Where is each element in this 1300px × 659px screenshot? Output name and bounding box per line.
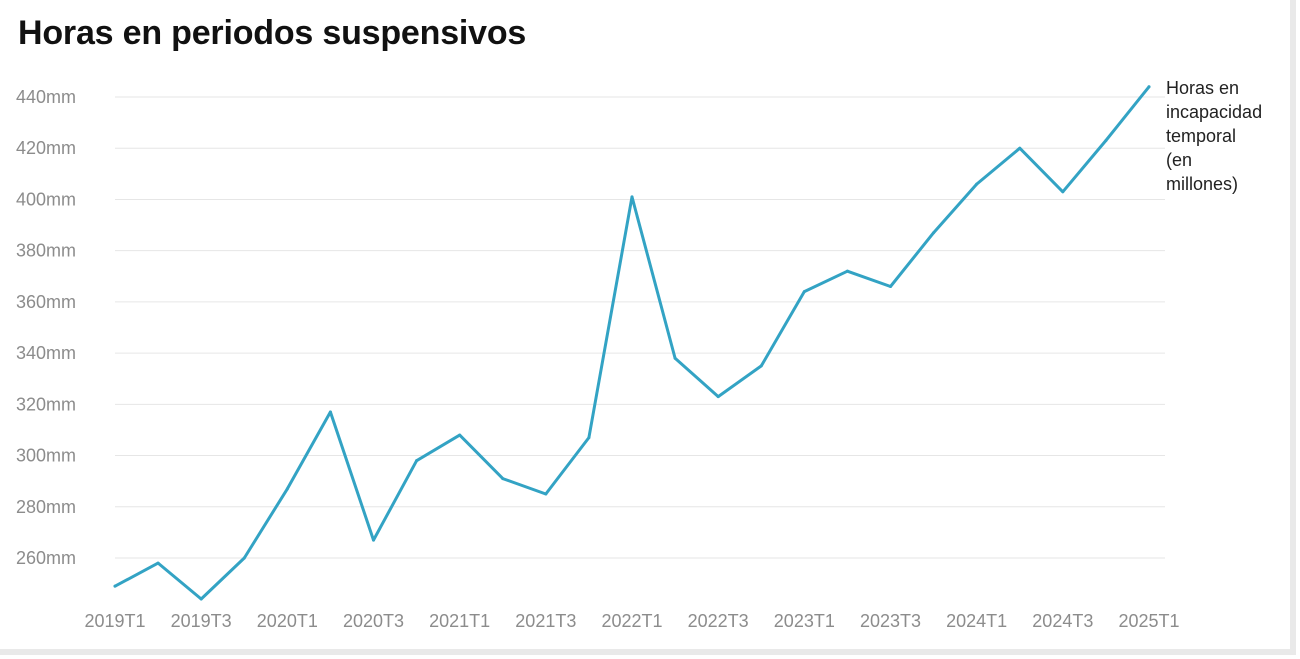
data-point [975,182,979,186]
series-label: Horas en incapacidad temporal (en millones) [1166,76,1286,196]
x-tick-label: 2019T1 [84,611,145,631]
series-label-line: Horas en [1166,78,1240,98]
series-label-line: incapacidad [1166,102,1263,122]
y-tick-label: 420mm [16,138,76,158]
data-point [156,561,160,565]
line-chart: 260mm 280mm 300mm 320mm 340mm 360mm 380mm 400mm… [16,85,1180,631]
data-point [1104,139,1108,143]
data-point [242,556,246,560]
x-tick-label: 2023T1 [774,611,835,631]
series-label-line: temporal [1166,126,1237,146]
series-label-line: millones) [1166,174,1239,194]
data-point [802,290,806,294]
data-point [889,285,892,289]
y-tick-label: 440mm [16,87,76,107]
data-point [1018,146,1022,150]
series-line [113,85,1151,601]
data-point [328,410,332,414]
x-tick-label: 2025T1 [1118,611,1179,631]
series-layer [113,85,1151,601]
x-tick-label: 2020T1 [257,611,318,631]
data-point [544,492,548,496]
y-tick-label: 320mm [16,394,76,414]
y-tick-label: 280mm [16,497,76,517]
x-tick-label: 2021T1 [429,611,490,631]
gridlines [115,96,1165,559]
data-point [673,356,677,360]
data-point [932,231,936,235]
y-tick-label: 360mm [16,292,76,312]
x-tick-label: 2021T3 [515,611,576,631]
data-point [845,269,849,273]
data-point [1147,85,1151,89]
x-tick-label: 2020T3 [343,611,404,631]
x-tick-label: 2019T3 [171,611,232,631]
data-point [458,433,462,437]
y-tick-label: 400mm [16,189,76,209]
data-point [501,477,505,481]
data-point [199,597,203,601]
x-axis-ticks: 2019T1 2019T3 2020T1 2020T3 2021T1 2021T3 2022… [84,611,1179,631]
x-tick-label: 2022T1 [601,611,662,631]
x-tick-label: 2024T1 [946,611,1007,631]
data-point [630,195,634,199]
x-tick-label: 2022T3 [688,611,749,631]
y-tick-label: 340mm [16,343,76,363]
data-point [113,584,117,588]
series-label-line: (en [1166,150,1193,170]
y-tick-label: 260mm [16,548,76,568]
data-point [372,538,375,542]
y-axis-ticks: 260mm 280mm 300mm 320mm 340mm 360mm 380mm 400mm… [16,87,76,568]
x-tick-label: 2024T3 [1032,611,1093,631]
data-point [716,395,720,399]
data-point [587,436,591,440]
x-tick-label: 2023T3 [860,611,921,631]
data-point [759,364,763,368]
y-tick-label: 380mm [16,241,76,261]
data-point [285,487,289,491]
chart-title: Horas en periodos suspensivos [18,14,527,52]
data-point [1061,190,1065,194]
data-point [415,459,419,463]
y-tick-label: 300mm [16,446,76,466]
